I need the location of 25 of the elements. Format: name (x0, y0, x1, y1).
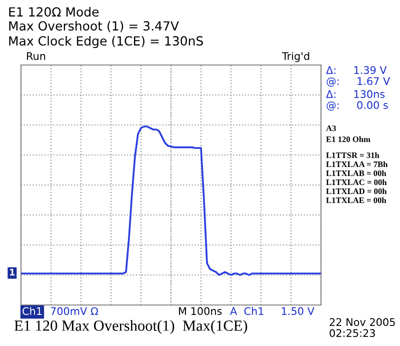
text: A3 (326, 125, 336, 132)
text: Max Clock Edge (1CE) = 130nS (9, 36, 203, 48)
text: E1 120 Max Overshoot(1) Max(1CE) (14, 320, 248, 334)
text: 1 (10, 268, 15, 276)
text: A Ch1 1.50 V (230, 306, 314, 316)
text: 02:25:23 (330, 329, 375, 338)
text: Run (27, 52, 46, 60)
text: L1TTSR = 31h (326, 152, 380, 158)
text: @: 0.00 s (326, 101, 388, 111)
text: L1TXLAB = 00h (326, 170, 386, 176)
text: L1TXLAE = 00h (326, 197, 386, 204)
text: E1 120 Ohm (326, 136, 370, 142)
text: L1TXLAD = 00h (326, 188, 387, 194)
text: Ch1 (22, 306, 42, 316)
text: M 100ns (179, 307, 222, 316)
text: Δ: 1.39 V (326, 66, 387, 74)
text: L1TXLAA = 7Bh (326, 161, 388, 168)
text: Δ: 130ns (326, 90, 385, 98)
text: 22 Nov 2005 (330, 318, 395, 326)
text: Trig'd (282, 52, 310, 62)
chart-title: E1 120Ω Mode (9, 6, 99, 17)
text: @: 1.67 V (326, 77, 390, 87)
text: 700mV Ω (50, 307, 98, 316)
text: Max Overshoot (1) = 3.47V (9, 20, 179, 32)
text: L1TXLAC = 00h (326, 179, 387, 186)
